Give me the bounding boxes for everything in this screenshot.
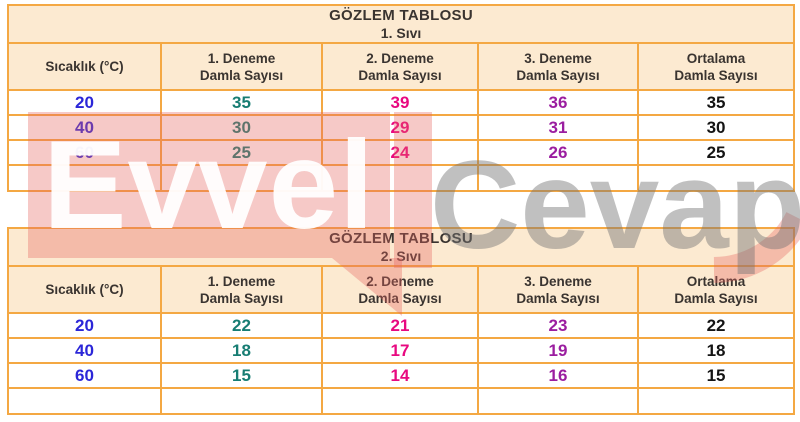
empty-cell bbox=[636, 164, 796, 192]
trial-3-cell: 26 bbox=[477, 139, 639, 166]
header-trial-1: 1. Deneme Damla Sayısı bbox=[160, 265, 323, 314]
average-cell: 22 bbox=[636, 312, 796, 339]
empty-cell bbox=[7, 164, 162, 192]
trial-1-cell: 30 bbox=[160, 114, 323, 141]
header-line: Damla Sayısı bbox=[358, 67, 442, 83]
header-trial-2: 2. Deneme Damla Sayısı bbox=[321, 265, 479, 314]
table-row: 60 15 14 16 15 bbox=[7, 362, 796, 389]
empty-cell bbox=[636, 387, 796, 415]
temperature-cell: 20 bbox=[7, 89, 162, 116]
header-line: 2. Deneme bbox=[366, 273, 434, 289]
average-cell: 15 bbox=[636, 362, 796, 389]
temperature-cell: 60 bbox=[7, 362, 162, 389]
temperature-cell: 40 bbox=[7, 337, 162, 364]
header-line: Sıcaklık (°C) bbox=[45, 282, 124, 297]
header-line: 1. Deneme bbox=[207, 50, 276, 66]
table-2-subtitle: 2. Sıvı bbox=[380, 248, 422, 264]
average-cell: 18 bbox=[636, 337, 796, 364]
table-2-title-row: GÖZLEM TABLOSU 2. Sıvı bbox=[6, 227, 796, 267]
trial-3-cell: 23 bbox=[477, 312, 639, 339]
empty-cell bbox=[321, 164, 479, 192]
header-trial-2: 2. Deneme Damla Sayısı bbox=[321, 42, 479, 91]
table-row-empty bbox=[7, 164, 796, 192]
header-line: 2. Deneme bbox=[366, 50, 434, 66]
header-average: Ortalama Damla Sayısı bbox=[636, 265, 796, 314]
trial-3-cell: 36 bbox=[477, 89, 639, 116]
table-2-header-row: Sıcaklık (°C) 1. Deneme Damla Sayısı 2. … bbox=[7, 265, 796, 314]
header-trial-1: 1. Deneme Damla Sayısı bbox=[160, 42, 323, 91]
temperature-cell: 60 bbox=[7, 139, 162, 166]
header-line: Damla Sayısı bbox=[199, 67, 284, 83]
temperature-cell: 40 bbox=[7, 114, 162, 141]
header-trial-3: 3. Deneme Damla Sayısı bbox=[477, 265, 639, 314]
trial-2-cell: 39 bbox=[321, 89, 479, 116]
header-line: Sıcaklık (°C) bbox=[45, 59, 124, 74]
empty-cell bbox=[160, 164, 323, 192]
header-line: Damla Sayısı bbox=[674, 290, 758, 306]
trial-2-cell: 24 bbox=[321, 139, 479, 166]
table-2-title: GÖZLEM TABLOSU bbox=[329, 230, 473, 247]
table-row: 40 18 17 19 18 bbox=[7, 337, 796, 364]
table-row: 20 22 21 23 22 bbox=[7, 312, 796, 339]
header-line: Damla Sayısı bbox=[516, 67, 600, 83]
table-row: 60 25 24 26 25 bbox=[7, 139, 796, 166]
header-trial-3: 3. Deneme Damla Sayısı bbox=[477, 42, 639, 91]
empty-cell bbox=[477, 387, 639, 415]
header-temperature: Sıcaklık (°C) bbox=[7, 265, 162, 314]
trial-2-cell: 17 bbox=[321, 337, 479, 364]
observation-table-2: GÖZLEM TABLOSU 2. Sıvı Sıcaklık (°C) 1. … bbox=[6, 227, 796, 415]
table-row: 40 30 29 31 30 bbox=[7, 114, 796, 141]
empty-cell bbox=[477, 164, 639, 192]
header-line: 3. Deneme bbox=[524, 273, 592, 289]
trial-2-cell: 14 bbox=[321, 362, 479, 389]
trial-1-cell: 22 bbox=[160, 312, 323, 339]
average-cell: 35 bbox=[636, 89, 796, 116]
trial-2-cell: 21 bbox=[321, 312, 479, 339]
temperature-cell: 20 bbox=[7, 312, 162, 339]
trial-1-cell: 25 bbox=[160, 139, 323, 166]
trial-3-cell: 31 bbox=[477, 114, 639, 141]
header-line: Ortalama bbox=[686, 273, 746, 289]
average-cell: 30 bbox=[636, 114, 796, 141]
empty-cell bbox=[160, 387, 323, 415]
trial-3-cell: 19 bbox=[477, 337, 639, 364]
header-temperature: Sıcaklık (°C) bbox=[7, 42, 162, 91]
table-row-empty bbox=[7, 387, 796, 415]
table-1-title-row: GÖZLEM TABLOSU 1. Sıvı bbox=[6, 4, 796, 44]
empty-cell bbox=[7, 387, 162, 415]
average-cell: 25 bbox=[636, 139, 796, 166]
table-row: 20 35 39 36 35 bbox=[7, 89, 796, 116]
header-line: Damla Sayısı bbox=[516, 290, 600, 306]
trial-1-cell: 35 bbox=[160, 89, 323, 116]
header-line: Damla Sayısı bbox=[674, 67, 758, 83]
trial-1-cell: 15 bbox=[160, 362, 323, 389]
table-1-title: GÖZLEM TABLOSU bbox=[329, 7, 473, 24]
observation-table-1: GÖZLEM TABLOSU 1. Sıvı Sıcaklık (°C) 1. … bbox=[6, 4, 796, 192]
header-average: Ortalama Damla Sayısı bbox=[636, 42, 796, 91]
table-2-title-cell: GÖZLEM TABLOSU 2. Sıvı bbox=[6, 227, 796, 267]
trial-1-cell: 18 bbox=[160, 337, 323, 364]
table-1-subtitle: 1. Sıvı bbox=[380, 25, 422, 41]
table-1-header-row: Sıcaklık (°C) 1. Deneme Damla Sayısı 2. … bbox=[7, 42, 796, 91]
header-line: 3. Deneme bbox=[524, 50, 592, 66]
empty-cell bbox=[321, 387, 479, 415]
header-line: 1. Deneme bbox=[207, 273, 276, 289]
header-line: Damla Sayısı bbox=[199, 290, 284, 306]
trial-2-cell: 29 bbox=[321, 114, 479, 141]
table-1-title-cell: GÖZLEM TABLOSU 1. Sıvı bbox=[6, 4, 796, 44]
header-line: Ortalama bbox=[686, 50, 746, 66]
header-line: Damla Sayısı bbox=[358, 290, 442, 306]
trial-3-cell: 16 bbox=[477, 362, 639, 389]
